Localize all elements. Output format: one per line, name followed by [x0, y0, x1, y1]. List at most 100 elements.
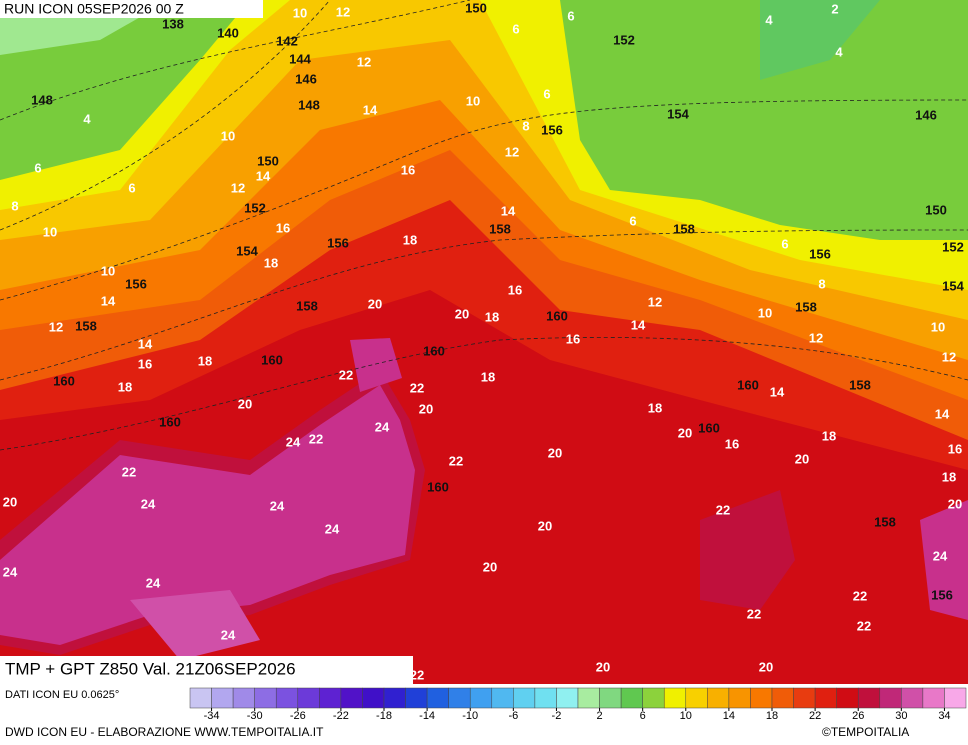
colorbar-swatch: [319, 687, 342, 709]
temperature-label: 20: [538, 518, 552, 533]
temperature-label: 18: [485, 309, 499, 324]
temperature-label: 22: [853, 588, 867, 603]
colorbar-tick-label: 22: [809, 710, 821, 722]
geopotential-label: 156: [125, 276, 147, 291]
temperature-label: 16: [276, 220, 290, 235]
geopotential-label: 158: [75, 318, 97, 333]
temperature-label: 24: [146, 575, 161, 590]
temperature-label: 4: [835, 44, 843, 59]
title-box: [0, 656, 413, 684]
colorbar-tick-label: 14: [723, 710, 735, 722]
geopotential-label: 148: [31, 92, 53, 107]
temperature-label: 12: [231, 180, 245, 195]
temperature-label: 10: [758, 305, 772, 320]
colorbar-swatch: [793, 687, 816, 709]
temperature-label: 20: [795, 451, 809, 466]
temperature-label: 22: [747, 606, 761, 621]
geopotential-label: 158: [673, 221, 695, 236]
temperature-label: 12: [942, 349, 956, 364]
temperature-label: 18: [264, 255, 278, 270]
temperature-label: 2: [831, 1, 838, 16]
copyright: ©TEMPOITALIA: [822, 725, 909, 739]
colorbar-tick-label: -18: [376, 710, 392, 722]
geopotential-label: 146: [295, 71, 317, 86]
colorbar-swatch: [340, 687, 363, 709]
colorbar-swatch: [857, 687, 881, 709]
colorbar-tick-label: -6: [508, 710, 518, 722]
colorbar-tick-label: 34: [938, 710, 950, 722]
geopotential-label: 160: [261, 352, 283, 367]
geopotential-label: 150: [925, 202, 947, 217]
temperature-label: 4: [83, 111, 91, 126]
colorbar-swatch: [211, 687, 234, 709]
geopotential-label: 160: [698, 420, 720, 435]
colorbar-swatch: [491, 687, 514, 709]
temperature-label: 22: [309, 431, 323, 446]
temperature-label: 24: [286, 434, 301, 449]
geopotential-label: 156: [809, 246, 831, 261]
geopotential-label: 158: [849, 377, 871, 392]
temperature-label: 6: [34, 160, 41, 175]
colorbar-tick-label: -26: [290, 710, 306, 722]
geopotential-label: 140: [217, 25, 239, 40]
temperature-label: 10: [43, 224, 57, 239]
geopotential-label: 148: [298, 97, 320, 112]
temperature-label: 4: [765, 12, 773, 27]
geopotential-label: 156: [931, 587, 953, 602]
colorbar-swatch: [232, 687, 255, 709]
temperature-label: 24: [141, 496, 156, 511]
temperature-label: 24: [325, 521, 340, 536]
colorbar-swatch: [750, 687, 773, 709]
temperature-label: 6: [629, 213, 636, 228]
colorbar-swatch: [599, 687, 622, 709]
geopotential-label: 138: [162, 16, 184, 31]
temperature-label: 18: [403, 232, 417, 247]
temperature-label: 16: [566, 331, 580, 346]
colorbar-swatch: [642, 687, 665, 709]
colorbar-tick-label: 30: [895, 710, 907, 722]
colorbar-swatch: [469, 687, 493, 709]
colorbar-swatch: [426, 687, 449, 709]
colorbar-swatch: [383, 687, 406, 709]
temperature-label: 22: [716, 502, 730, 517]
geopotential-label: 154: [236, 243, 258, 258]
geopotential-label: 156: [327, 235, 349, 250]
run-label: RUN ICON 05SEP2026 00 Z: [4, 1, 184, 17]
geopotential-label: 158: [874, 514, 896, 529]
temperature-label: 14: [138, 336, 153, 351]
temperature-label: 10: [293, 5, 307, 20]
colorbar-swatch: [513, 687, 536, 709]
temperature-label: 20: [548, 445, 562, 460]
geopotential-label: 150: [257, 153, 279, 168]
temperature-label: 10: [221, 128, 235, 143]
temperature-label: 20: [759, 659, 773, 674]
colorbar-swatch: [922, 687, 945, 709]
colorbar-swatch: [879, 687, 902, 709]
colorbar-swatch: [728, 687, 751, 709]
temperature-label: 10: [931, 319, 945, 334]
temperature-label: 12: [809, 330, 823, 345]
colorbar-swatch: [944, 687, 967, 709]
temperature-label: 16: [138, 356, 152, 371]
temperature-label: 22: [449, 453, 463, 468]
temperature-label: 20: [419, 401, 433, 416]
temperature-label: 16: [401, 162, 415, 177]
colorbar-tick-label: -22: [333, 710, 349, 722]
geopotential-label: 154: [942, 278, 964, 293]
colorbar: -34 -30 -26 -22 -18 -14 -10 -6 -2 2 6 10 14 18 22 26 30 3…: [189, 687, 967, 722]
temperature-label: 12: [49, 319, 63, 334]
temperature-label: 6: [128, 180, 135, 195]
geopotential-label: 152: [244, 200, 266, 215]
geopotential-label: 160: [423, 343, 445, 358]
geopotential-label: 146: [915, 107, 937, 122]
colorbar-tick-label: 26: [852, 710, 864, 722]
colorbar-swatch: [448, 687, 471, 709]
temperature-label: 24: [270, 498, 285, 513]
temperature-label: 24: [933, 548, 948, 563]
temperature-label: 14: [101, 293, 116, 308]
temperature-label: 16: [725, 436, 739, 451]
colorbar-swatch: [771, 687, 794, 709]
colorbar-swatch: [901, 687, 924, 709]
